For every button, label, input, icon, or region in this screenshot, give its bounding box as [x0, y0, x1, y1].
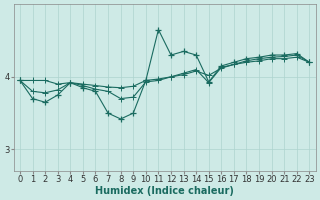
X-axis label: Humidex (Indice chaleur): Humidex (Indice chaleur): [95, 186, 234, 196]
